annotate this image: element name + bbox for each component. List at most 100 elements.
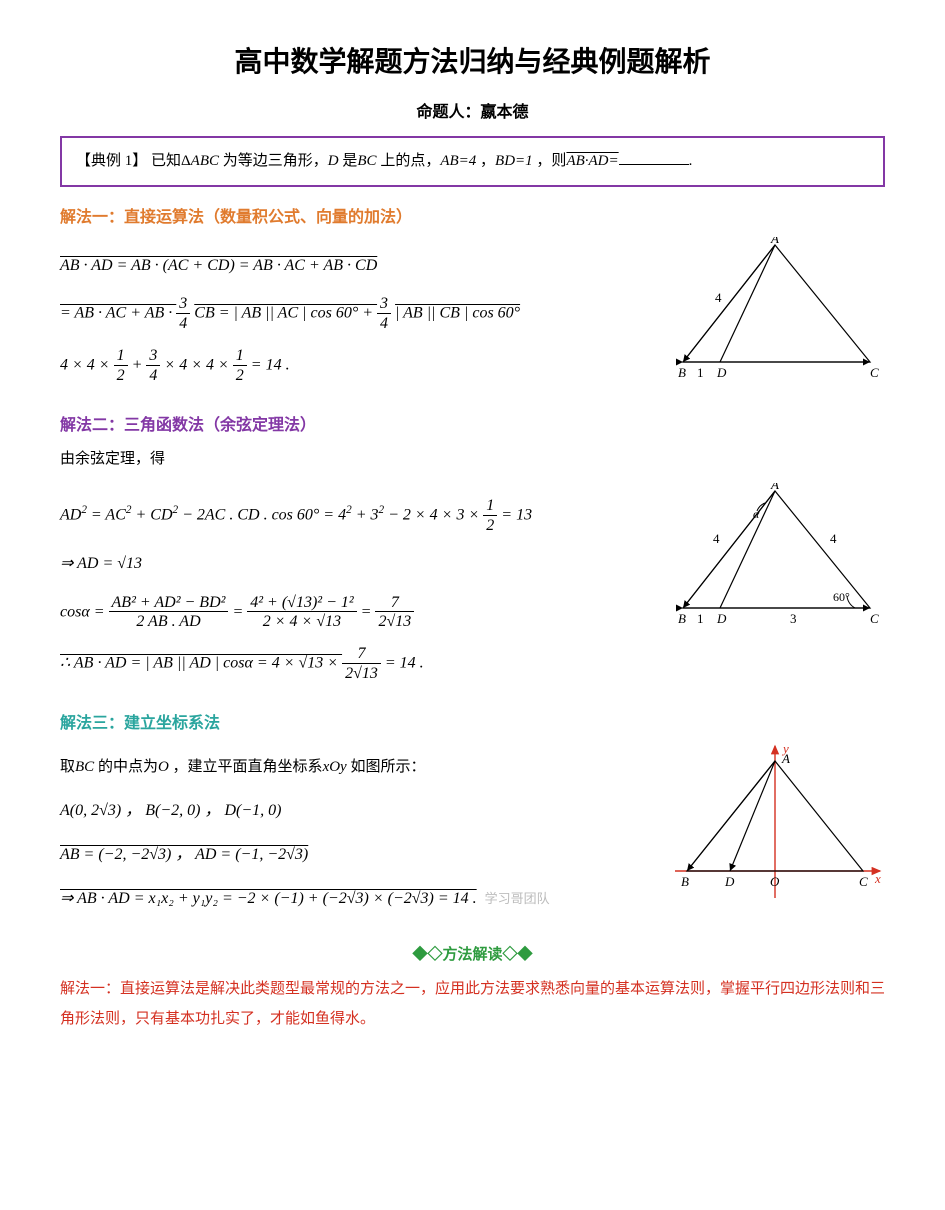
figure2-triangle: A B C D 4 4 1 3 α 60°: [675, 483, 885, 633]
problem-text: ，则: [536, 153, 566, 169]
m3-coords: A(0, 2√3) ， B(−2, 0) ， D(−1, 0): [60, 796, 655, 826]
t: AB = (−2, −2√3) ， AD = (−1, −2√3): [60, 846, 308, 863]
frac-den: 2: [233, 366, 247, 385]
m3-result: ⇒ AB · AD = x₁x₂ + y₁y₂ = −2 × (−1) + (−…: [60, 884, 655, 914]
problem-label: 【典例 1】: [76, 153, 147, 169]
dot-expr: AB·AD=: [566, 153, 618, 169]
label-alpha: α: [753, 507, 760, 521]
m1-eq3: 4 × 4 × 12 + 34 × 4 × 4 × 12 = 14 .: [60, 347, 655, 385]
t: + CD: [135, 507, 172, 524]
label-a: A: [770, 237, 779, 246]
frac-num: 3: [377, 295, 391, 314]
frac-den: 4: [176, 314, 190, 333]
author-line: 命题人：嬴本德: [60, 98, 885, 122]
label-d: D: [716, 365, 727, 380]
label-a: A: [770, 483, 779, 492]
label-dc-len: 3: [790, 611, 797, 626]
frac-num: 1: [233, 347, 247, 366]
t: =: [361, 603, 376, 620]
t: + 3: [356, 507, 379, 524]
m1-eq2-a: = AB · AC + AB ·: [60, 305, 176, 322]
problem-text: 已知Δ: [151, 153, 191, 169]
m1-eq2-c: | AB || CB | cos 60°: [395, 305, 520, 322]
problem-text: ，: [480, 153, 495, 169]
t: =: [232, 603, 247, 620]
t: ∴ AB · AD = | AB || AD | cosα = 4 × √13 …: [60, 655, 342, 672]
segment-bc: BC: [357, 153, 376, 169]
m1-eq2: = AB · AC + AB · 34 CB = | AB || AC | co…: [60, 295, 655, 333]
answer-blank: [619, 164, 689, 165]
frac-num: 7: [375, 594, 414, 613]
frac-den: 4: [377, 314, 391, 333]
label-ab-len: 4: [715, 290, 722, 305]
method2-label: 解法二：三角函数法（余弦定理法）: [60, 411, 885, 435]
method1-label: 解法一：直接运算法（数量积公式、向量的加法）: [60, 203, 885, 227]
label-x: x: [874, 871, 881, 886]
label-y: y: [781, 743, 789, 756]
method2-row: AD2 = AC2 + CD2 − 2AC . CD . cos 60° = 4…: [60, 483, 885, 697]
m2-eq2: ⇒ AD = √13: [60, 549, 655, 579]
label-bd-len: 1: [697, 365, 704, 380]
bd-eq: BD=1: [495, 153, 533, 169]
method-header-text: ◆◇方法解读◇◆: [412, 947, 532, 963]
summary-text: 解法一：直接运算法是解决此类题型最常规的方法之一，应用此方法要求熟悉向量的基本运…: [60, 974, 885, 1034]
t: ⇒ AB · AD = x₁x₂ + y₁y₂ = −2 × (−1) + (−…: [60, 890, 477, 907]
page-title: 高中数学解题方法归纳与经典例题解析: [60, 40, 885, 80]
frac-den: 2√13: [375, 612, 414, 631]
bc: BC: [75, 759, 94, 775]
label-ab-len: 4: [713, 531, 720, 546]
method3-row: 取BC 的中点为O ，建立平面直角坐标系xOy 如图所示： A(0, 2√3) …: [60, 743, 885, 929]
method-divider: ◆◇方法解读◇◆: [60, 943, 885, 964]
label-bd-len: 1: [697, 611, 704, 626]
frac-num: 1: [114, 347, 128, 366]
problem-box: 【典例 1】 已知ΔABC 为等边三角形，D 是BC 上的点，AB=4 ，BD=…: [60, 136, 885, 187]
t: − 2AC . CD . cos 60° = 4: [182, 507, 346, 524]
m1-eq3-b: +: [132, 357, 147, 374]
label-c: C: [859, 874, 868, 889]
problem-text: 是: [342, 153, 357, 169]
t: 取: [60, 759, 75, 775]
frac-den: 2 AB . AD: [109, 612, 229, 631]
m2-intro: 由余弦定理，得: [60, 445, 885, 474]
t: AD: [60, 507, 81, 524]
frac-den: 2√13: [342, 664, 381, 683]
frac-den: 4: [146, 366, 160, 385]
problem-text: 上的点，: [380, 153, 440, 169]
m3-vecs: AB = (−2, −2√3) ， AD = (−1, −2√3): [60, 840, 655, 870]
m2-eq4: ∴ AB · AD = | AB || AD | cosα = 4 × √13 …: [60, 645, 655, 683]
point-d: D: [328, 153, 339, 169]
ab-eq: AB=4: [440, 153, 476, 169]
label-angle: 60°: [833, 590, 850, 604]
t: = 13: [501, 507, 532, 524]
m1-eq3-a: 4 × 4 ×: [60, 357, 114, 374]
method1-row: AB · AD = AB · (AC + CD) = AB · AC + AB …: [60, 237, 885, 399]
t: 如图所示：: [350, 759, 425, 775]
t: 的中点为: [98, 759, 158, 775]
m1-eq1: AB · AD = AB · (AC + CD) = AB · AC + AB …: [60, 251, 655, 281]
m2-eq1: AD2 = AC2 + CD2 − 2AC . CD . cos 60° = 4…: [60, 497, 655, 535]
figure3-coord: A B C D O x y: [675, 743, 885, 903]
label-b: B: [678, 365, 686, 380]
label-o: O: [770, 874, 780, 889]
label-c: C: [870, 611, 879, 626]
figure1-triangle: A B C D 4 1: [675, 237, 885, 387]
t: = 14 .: [385, 655, 424, 672]
frac-num: 3: [176, 295, 190, 314]
frac-num: 4² + (√13)² − 1²: [247, 594, 356, 613]
t: = AC: [91, 507, 126, 524]
label-d: D: [716, 611, 727, 626]
m1-eq3-d: = 14 .: [251, 357, 290, 374]
t: − 2 × 4 × 3 ×: [388, 507, 483, 524]
t: cosα =: [60, 603, 109, 620]
frac-num: 7: [342, 645, 381, 664]
o: O: [158, 759, 169, 775]
frac-num: 1: [483, 497, 497, 516]
frac-num: AB² + AD² − BD²: [109, 594, 229, 613]
method3-label: 解法三：建立坐标系法: [60, 709, 885, 733]
watermark: 学习哥团队: [485, 891, 550, 906]
m1-eq2-b: CB = | AB || AC | cos 60° +: [194, 305, 377, 322]
frac-den: 2: [483, 516, 497, 535]
label-ac-len: 4: [830, 531, 837, 546]
m3-intro: 取BC 的中点为O ，建立平面直角坐标系xOy 如图所示：: [60, 753, 655, 782]
period: .: [689, 153, 693, 169]
